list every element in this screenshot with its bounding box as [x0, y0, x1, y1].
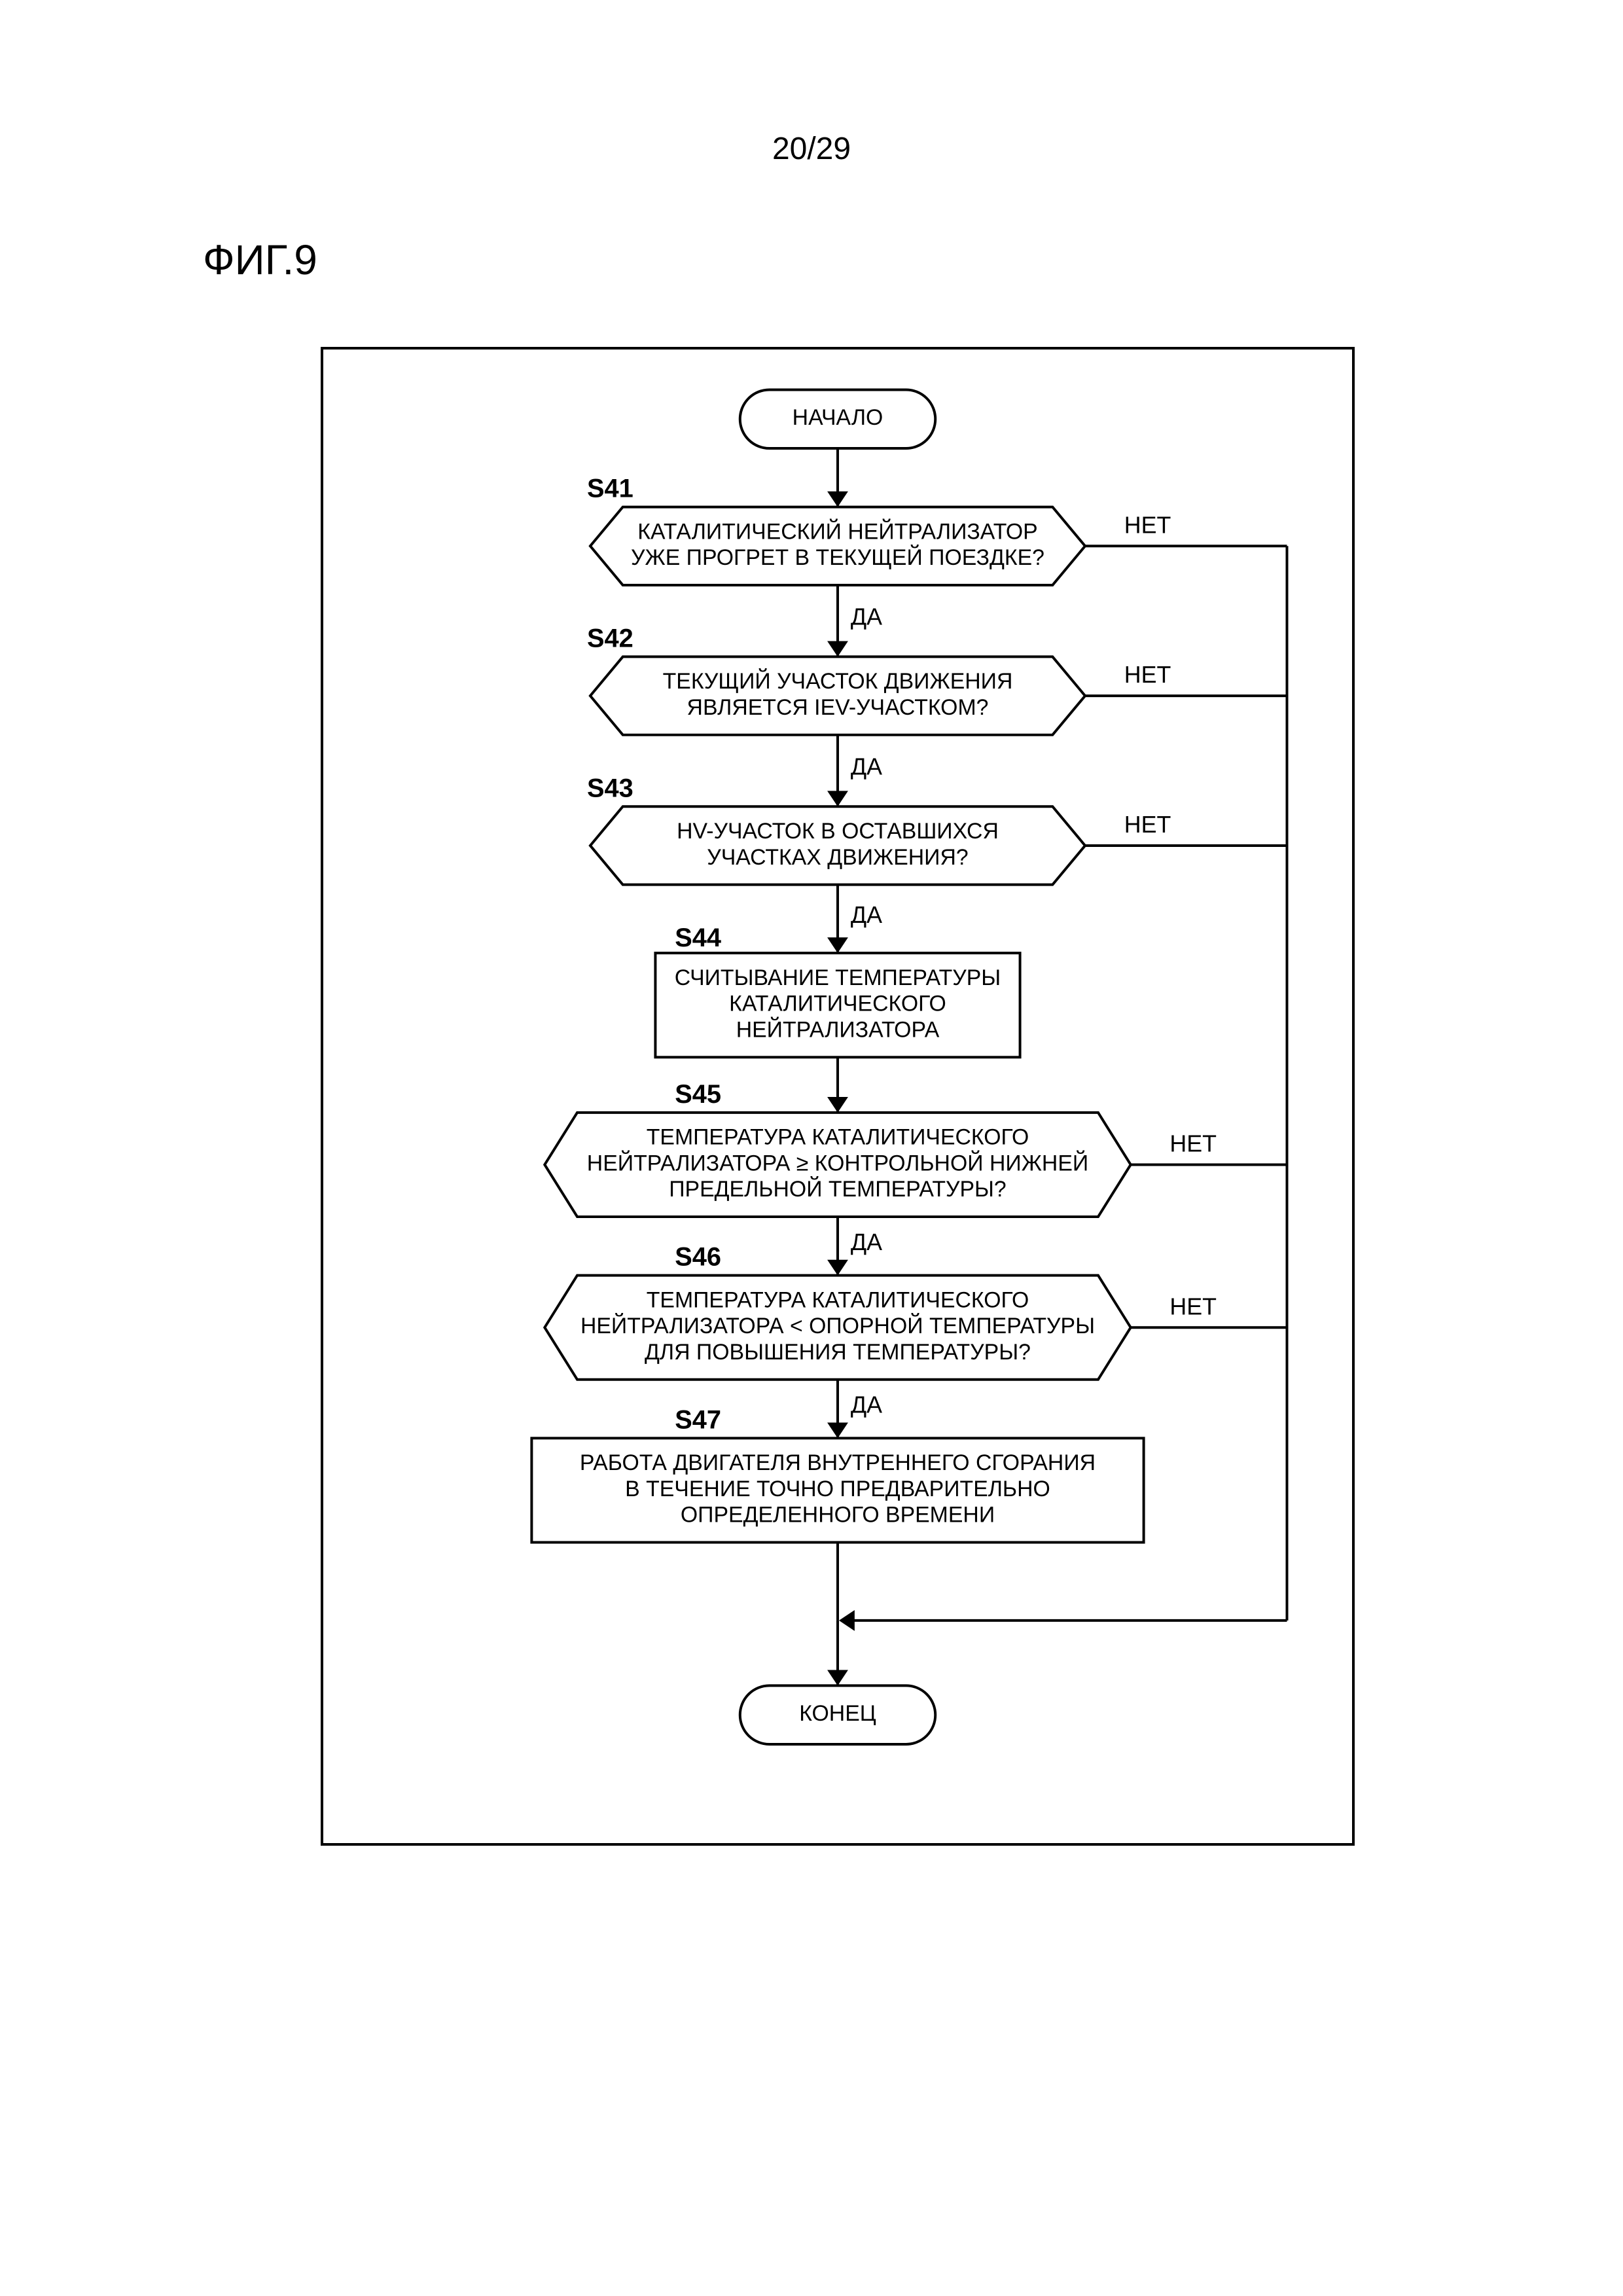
- svg-text:S42: S42: [587, 624, 633, 653]
- svg-text:НЕТ: НЕТ: [1169, 1131, 1217, 1157]
- svg-text:ТЕКУЩИЙ УЧАСТОК ДВИЖЕНИЯ: ТЕКУЩИЙ УЧАСТОК ДВИЖЕНИЯ: [663, 669, 1013, 694]
- svg-text:КАТАЛИТИЧЕСКИЙ НЕЙТРАЛИЗАТОР: КАТАЛИТИЧЕСКИЙ НЕЙТРАЛИЗАТОР: [637, 519, 1037, 544]
- svg-text:РАБОТА ДВИГАТЕЛЯ ВНУТРЕННЕГО С: РАБОТА ДВИГАТЕЛЯ ВНУТРЕННЕГО СГОРАНИЯ: [580, 1450, 1096, 1475]
- svg-text:ТЕМПЕРАТУРА КАТАЛИТИЧЕСКОГО: ТЕМПЕРАТУРА КАТАЛИТИЧЕСКОГО: [647, 1125, 1029, 1150]
- svg-text:S41: S41: [587, 475, 633, 503]
- svg-text:УЖЕ ПРОГРЕТ В ТЕКУЩЕЙ ПОЕЗДКЕ?: УЖЕ ПРОГРЕТ В ТЕКУЩЕЙ ПОЕЗДКЕ?: [631, 545, 1044, 570]
- svg-text:НЕТ: НЕТ: [1124, 662, 1171, 688]
- flowchart-frame: НАЧАЛО КАТАЛИТИЧЕСКИЙ НЕЙТРАЛИЗАТОРУЖЕ ПР…: [321, 347, 1355, 1846]
- svg-text:S45: S45: [675, 1080, 721, 1109]
- svg-text:S43: S43: [587, 774, 633, 802]
- svg-text:ДА: ДА: [851, 754, 882, 780]
- svg-text:НЕЙТРАЛИЗАТОРА < ОПОРНОЙ ТЕМПЕ: НЕЙТРАЛИЗАТОРА < ОПОРНОЙ ТЕМПЕРАТУРЫ: [580, 1314, 1095, 1338]
- svg-text:КАТАЛИТИЧЕСКОГО: КАТАЛИТИЧЕСКОГО: [729, 992, 946, 1016]
- svg-text:НАЧАЛО: НАЧАЛО: [793, 405, 883, 430]
- svg-text:ДА: ДА: [851, 604, 882, 630]
- svg-text:ОПРЕДЕЛЕННОГО ВРЕМЕНИ: ОПРЕДЕЛЕННОГО ВРЕМЕНИ: [681, 1503, 995, 1528]
- svg-text:ДА: ДА: [851, 1392, 882, 1418]
- svg-text:НЕТ: НЕТ: [1124, 512, 1171, 538]
- svg-text:S46: S46: [675, 1243, 721, 1272]
- svg-text:УЧАСТКАХ ДВИЖЕНИЯ?: УЧАСТКАХ ДВИЖЕНИЯ?: [707, 845, 968, 870]
- figure-title: ФИГ.9: [203, 236, 317, 284]
- flowchart-svg: НАЧАЛО КАТАЛИТИЧЕСКИЙ НЕЙТРАЛИЗАТОРУЖЕ ПР…: [323, 350, 1352, 1843]
- svg-text:ДА: ДА: [851, 902, 882, 928]
- svg-text:НЕТ: НЕТ: [1124, 812, 1171, 838]
- svg-text:ТЕМПЕРАТУРА КАТАЛИТИЧЕСКОГО: ТЕМПЕРАТУРА КАТАЛИТИЧЕСКОГО: [647, 1287, 1029, 1312]
- svg-text:S47: S47: [675, 1405, 721, 1434]
- svg-text:НЕЙТРАЛИЗАТОРА: НЕЙТРАЛИЗАТОРА: [736, 1017, 940, 1042]
- svg-text:ДА: ДА: [851, 1229, 882, 1255]
- svg-text:НЕЙТРАЛИЗАТОРА ≥ КОНТРОЛЬНОЙ Н: НЕЙТРАЛИЗАТОРА ≥ КОНТРОЛЬНОЙ НИЖНЕЙ: [587, 1151, 1088, 1175]
- svg-text:HV-УЧАСТОК В ОСТАВШИХСЯ: HV-УЧАСТОК В ОСТАВШИХСЯ: [677, 819, 999, 844]
- svg-text:СЧИТЫВАНИЕ ТЕМПЕРАТУРЫ: СЧИТЫВАНИЕ ТЕМПЕРАТУРЫ: [675, 965, 1001, 990]
- svg-text:ПРЕДЕЛЬНОЙ ТЕМПЕРАТУРЫ?: ПРЕДЕЛЬНОЙ ТЕМПЕРАТУРЫ?: [669, 1177, 1007, 1202]
- svg-text:S44: S44: [675, 924, 721, 952]
- svg-text:НЕТ: НЕТ: [1169, 1293, 1217, 1319]
- page-number: 20/29: [772, 131, 851, 167]
- svg-text:КОНЕЦ: КОНЕЦ: [799, 1701, 876, 1726]
- svg-text:В ТЕЧЕНИЕ ТОЧНО ПРЕДВАРИТЕЛЬНО: В ТЕЧЕНИЕ ТОЧНО ПРЕДВАРИТЕЛЬНО: [625, 1477, 1050, 1501]
- svg-text:ЯВЛЯЕТСЯ IEV-УЧАСТКОМ?: ЯВЛЯЕТСЯ IEV-УЧАСТКОМ?: [687, 695, 989, 720]
- svg-text:ДЛЯ ПОВЫШЕНИЯ ТЕМПЕРАТУРЫ?: ДЛЯ ПОВЫШЕНИЯ ТЕМПЕРАТУРЫ?: [645, 1340, 1031, 1365]
